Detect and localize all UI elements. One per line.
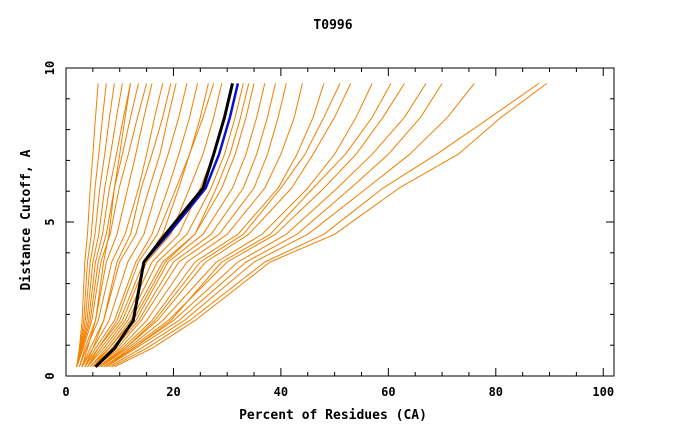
x-tick-label: 20 xyxy=(166,385,180,399)
series-line-model-20 xyxy=(95,83,287,368)
series-line-highlight-black-model xyxy=(94,83,234,368)
series-line-model-10 xyxy=(81,83,177,368)
series-line-model-35 xyxy=(100,83,341,368)
x-axis-label: Percent of Residues (CA) xyxy=(239,408,427,423)
series-line-model-28 xyxy=(108,83,475,368)
x-tick-label: 0 xyxy=(62,385,69,399)
y-tick-label: 0 xyxy=(43,372,57,379)
curves-layer xyxy=(76,82,548,368)
series-line-model-08 xyxy=(78,83,153,367)
series-line-model-31 xyxy=(81,83,131,367)
series-line-model-02 xyxy=(76,83,107,367)
x-tick-label: 40 xyxy=(274,385,288,399)
series-line-model-03 xyxy=(76,83,115,367)
series-line-model-30 xyxy=(114,82,548,368)
series-line-model-07 xyxy=(76,83,148,367)
series-line-model-24 xyxy=(100,83,373,368)
series-line-model-13 xyxy=(84,83,209,368)
series-line-model-23 xyxy=(97,83,352,368)
series-line-model-33 xyxy=(87,83,215,368)
series-line-model-26 xyxy=(103,83,427,368)
series-line-model-01 xyxy=(76,83,99,367)
axes-layer: 0 20 40 60 80 100 0 5 10 xyxy=(43,61,615,399)
series-line-model-11 xyxy=(81,83,188,368)
chart-title: T0996 xyxy=(313,18,352,33)
series-line-model-16 xyxy=(89,83,244,368)
series-line-model-32 xyxy=(84,83,172,368)
series-line-model-14 xyxy=(87,83,223,368)
x-tick-label: 100 xyxy=(592,385,614,399)
series-line-model-05 xyxy=(76,83,131,367)
series-line-model-21 xyxy=(95,83,303,368)
series-line-model-06 xyxy=(76,83,139,367)
series-line-model-25 xyxy=(103,83,405,368)
series-line-model-12 xyxy=(84,83,199,368)
series-line-model-29 xyxy=(111,82,540,368)
series-line-model-36 xyxy=(106,83,392,368)
series-line-model-27 xyxy=(106,83,443,368)
y-tick-label: 5 xyxy=(43,218,57,225)
series-line-model-04 xyxy=(76,83,123,367)
series-line-model-34 xyxy=(92,83,250,368)
x-tick-label: 80 xyxy=(489,385,503,399)
x-tick-label: 60 xyxy=(381,385,395,399)
series-line-model-22 xyxy=(97,83,325,368)
y-axis-label: Distance Cutoff, A xyxy=(19,149,34,290)
y-tick-label: 10 xyxy=(43,61,57,75)
